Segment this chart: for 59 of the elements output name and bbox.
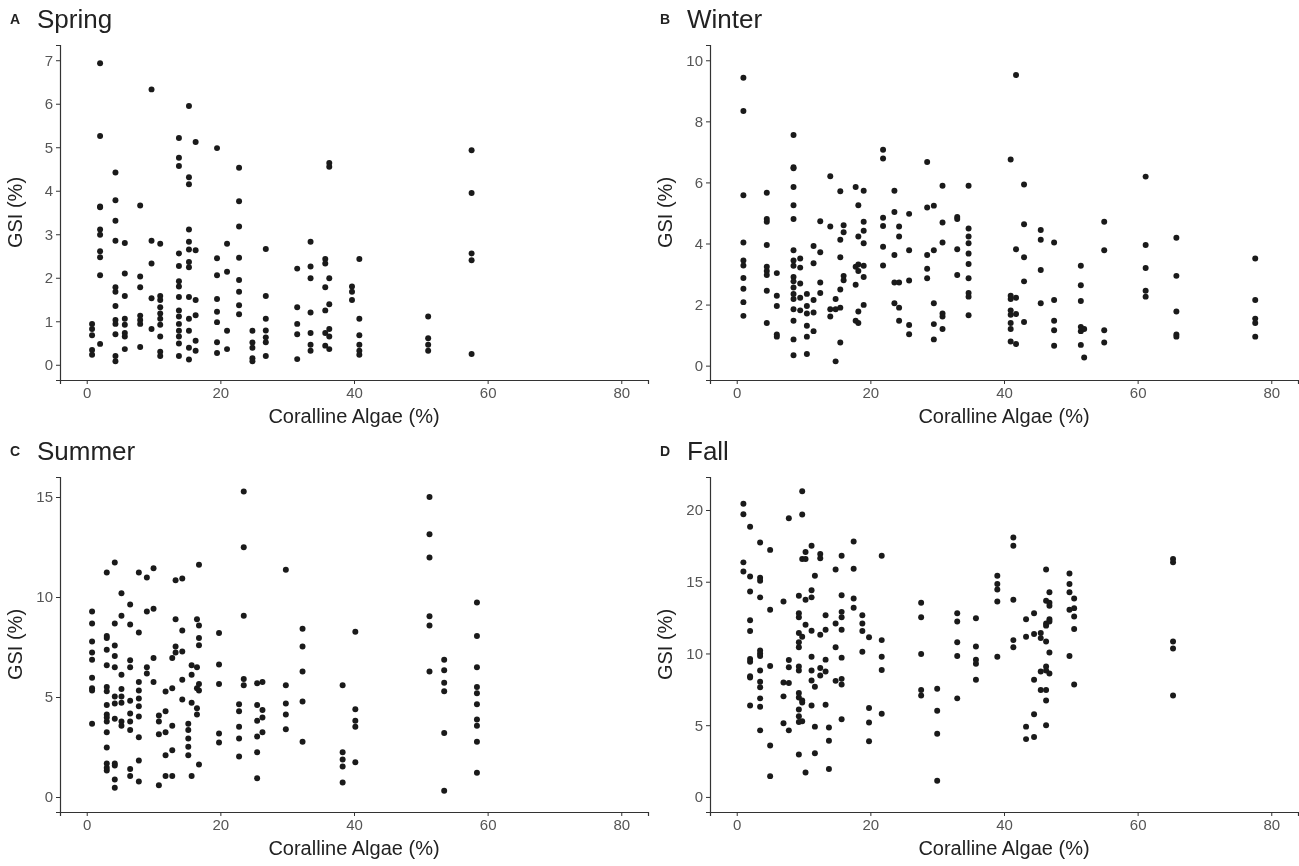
y-tick-label: 6	[694, 173, 703, 191]
y-tick-label: 15	[686, 573, 703, 591]
x-tick-label: 0	[733, 815, 742, 833]
y-tick-label: 1	[44, 312, 53, 330]
x-tick-label: 0	[733, 383, 742, 401]
y-tick-label: 10	[686, 644, 703, 662]
y-tick-label: 7	[44, 51, 53, 69]
x-tick-label: 0	[83, 815, 92, 833]
text: B	[660, 11, 671, 27]
x-tick-label: 80	[613, 815, 631, 833]
x-tick-label: 20	[212, 815, 230, 833]
y-tick-label: 5	[44, 138, 53, 156]
x-axis-title: Coralline Algae (%)	[268, 405, 440, 427]
x-tick-label: 20	[862, 815, 880, 833]
x-axis-title: Coralline Algae (%)	[918, 837, 1090, 859]
x-axis-title: Coralline Algae (%)	[918, 405, 1090, 427]
chart-title: Spring	[37, 4, 113, 34]
x-tick-label: 0	[83, 383, 92, 401]
y-axis-title: GSI (%)	[654, 608, 676, 681]
x-tick-label: 60	[479, 383, 497, 401]
text: A	[10, 11, 21, 27]
y-tick-label: 4	[694, 234, 703, 252]
x-tick-label: 40	[346, 815, 363, 833]
x-tick-label: 80	[1263, 383, 1281, 401]
y-tick-label: 0	[44, 356, 53, 374]
x-tick-label: 80	[1263, 815, 1281, 833]
y-axis-title: GSI (%)	[654, 176, 676, 249]
x-tick-label: 20	[862, 383, 880, 401]
x-tick-label: 40	[346, 383, 363, 401]
x-tick-label: 20	[212, 383, 230, 401]
x-tick-label: 80	[613, 383, 631, 401]
x-tick-label: 40	[996, 815, 1013, 833]
y-tick-label: 8	[694, 112, 703, 130]
y-tick-label: 5	[694, 716, 703, 734]
x-tick-label: 40	[996, 383, 1013, 401]
y-tick-label: 20	[686, 501, 703, 519]
y-axis-title: GSI (%)	[4, 176, 26, 249]
y-tick-label: 5	[44, 688, 53, 706]
y-tick-label: 0	[44, 788, 53, 806]
y-tick-label: 0	[694, 788, 703, 806]
text: D	[660, 443, 671, 459]
x-tick-label: 60	[1129, 815, 1147, 833]
y-tick-label: 3	[44, 225, 53, 243]
y-axis-title: GSI (%)	[4, 608, 26, 681]
text: C	[10, 443, 21, 459]
chart-title: Winter	[687, 4, 763, 34]
y-tick-label: 6	[44, 95, 53, 113]
x-tick-label: 60	[1129, 383, 1147, 401]
y-tick-label: 2	[694, 295, 703, 313]
chart-title: Summer	[37, 436, 136, 466]
chart-title: Fall	[687, 436, 729, 466]
y-tick-label: 10	[686, 51, 703, 69]
y-tick-label: 2	[44, 269, 53, 287]
y-tick-label: 10	[36, 588, 53, 606]
y-tick-label: 0	[694, 356, 703, 374]
y-tick-label: 15	[36, 488, 53, 506]
y-tick-label: 4	[44, 182, 53, 200]
x-axis-title: Coralline Algae (%)	[268, 837, 440, 859]
x-tick-label: 60	[479, 815, 497, 833]
